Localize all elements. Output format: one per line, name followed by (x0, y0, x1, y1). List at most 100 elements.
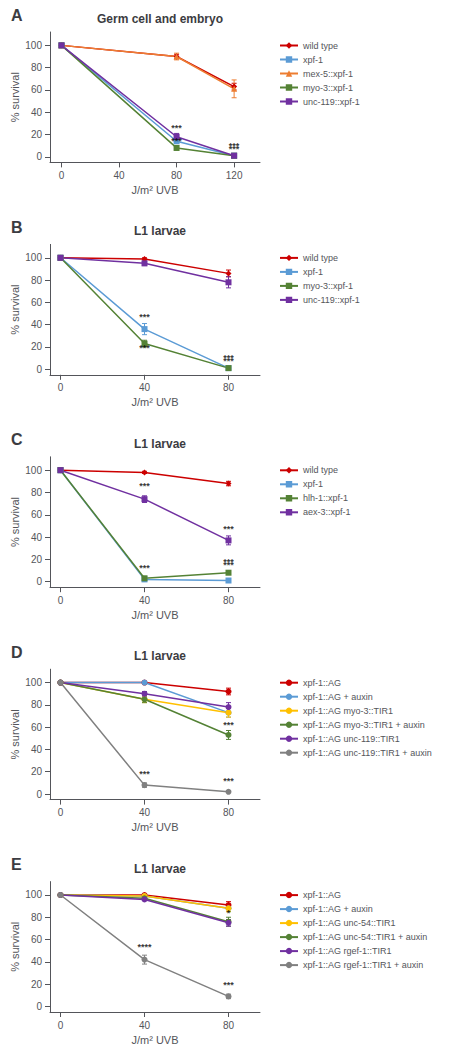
svg-text:0: 0 (58, 595, 64, 606)
svg-text:40: 40 (31, 319, 43, 330)
svg-text:***: *** (139, 769, 150, 779)
svg-text:80: 80 (31, 699, 43, 710)
svg-text:80: 80 (31, 912, 43, 923)
svg-text:xpf-1::AG rgef-1::TIR1 + auxin: xpf-1::AG rgef-1::TIR1 + auxin (303, 960, 423, 970)
svg-text:0: 0 (58, 807, 64, 818)
svg-text:J/m² UVB: J/m² UVB (131, 609, 178, 621)
svg-text:80: 80 (223, 595, 235, 606)
svg-text:Germ cell and embryo: Germ cell and embryo (97, 12, 223, 26)
svg-text:20: 20 (31, 554, 43, 565)
svg-text:100: 100 (25, 889, 42, 900)
svg-text:C: C (11, 431, 23, 448)
svg-text:40: 40 (139, 382, 151, 393)
svg-text:40: 40 (113, 170, 125, 181)
svg-text:xpf-1::AG myo-3::TIR1: xpf-1::AG myo-3::TIR1 (303, 706, 393, 716)
svg-text:J/m² UVB: J/m² UVB (131, 1034, 178, 1046)
svg-text:***: *** (223, 980, 234, 990)
svg-text:60: 60 (31, 509, 43, 520)
svg-text:40: 40 (31, 107, 43, 118)
svg-text:***: *** (223, 356, 234, 366)
svg-text:***: *** (223, 720, 234, 730)
svg-text:***: *** (229, 144, 240, 154)
svg-text:xpf-1::AG rgef-1::TIR1: xpf-1::AG rgef-1::TIR1 (303, 946, 392, 956)
svg-text:80: 80 (223, 382, 235, 393)
svg-text:unc-119::xpf-1: unc-119::xpf-1 (303, 295, 360, 305)
svg-text:***: *** (223, 776, 234, 786)
svg-text:J/m² UVB: J/m² UVB (131, 821, 178, 833)
svg-text:wild type: wild type (302, 41, 338, 51)
svg-text:myo-3::xpf-1: myo-3::xpf-1 (303, 281, 353, 291)
svg-text:120: 120 (226, 170, 243, 181)
svg-text:40: 40 (31, 744, 43, 755)
svg-text:0: 0 (58, 382, 64, 393)
svg-text:L1 larvae: L1 larvae (134, 224, 186, 238)
svg-text:B: B (11, 219, 23, 236)
svg-text:D: D (11, 644, 23, 661)
svg-text:aex-3::xpf-1: aex-3::xpf-1 (303, 507, 351, 517)
svg-text:unc-119::xpf-1: unc-119::xpf-1 (303, 97, 360, 107)
svg-text:% survival: % survival (9, 922, 21, 972)
svg-text:xpf-1::AG unc-119::TIR1 + auxi: xpf-1::AG unc-119::TIR1 + auxin (303, 748, 432, 758)
svg-text:% survival: % survival (9, 72, 21, 122)
svg-text:0: 0 (58, 1020, 64, 1031)
svg-text:80: 80 (223, 1020, 235, 1031)
svg-text:80: 80 (223, 807, 235, 818)
svg-text:xpf-1::AG myo-3::TIR1 + auxin: xpf-1::AG myo-3::TIR1 + auxin (303, 720, 425, 730)
svg-text:xpf-1::AG + auxin: xpf-1::AG + auxin (303, 692, 373, 702)
svg-text:100: 100 (25, 252, 42, 263)
svg-text:myo-3::xpf-1: myo-3::xpf-1 (303, 83, 353, 93)
svg-text:% survival: % survival (9, 285, 21, 335)
svg-text:wild type: wild type (302, 253, 338, 263)
svg-text:0: 0 (36, 151, 42, 162)
svg-text:40: 40 (139, 1020, 151, 1031)
svg-text:***: *** (171, 123, 182, 133)
svg-text:***: *** (223, 560, 234, 570)
svg-text:0: 0 (36, 1001, 42, 1012)
svg-text:xpf-1::AG unc-54::TIR1 + auxin: xpf-1::AG unc-54::TIR1 + auxin (303, 932, 427, 942)
svg-text:20: 20 (31, 129, 43, 140)
svg-text:100: 100 (25, 465, 42, 476)
svg-text:60: 60 (31, 84, 43, 95)
svg-text:****: **** (137, 942, 152, 952)
svg-text:J/m² UVB: J/m² UVB (131, 184, 178, 196)
svg-text:80: 80 (171, 170, 183, 181)
svg-text:xpf-1::AG unc-119::TIR1: xpf-1::AG unc-119::TIR1 (303, 734, 400, 744)
svg-text:20: 20 (31, 979, 43, 990)
svg-text:20: 20 (31, 341, 43, 352)
svg-text:80: 80 (31, 62, 43, 73)
svg-text:% survival: % survival (9, 497, 21, 547)
svg-text:L1 larvae: L1 larvae (134, 437, 186, 451)
svg-text:60: 60 (31, 297, 43, 308)
svg-text:80: 80 (31, 487, 43, 498)
svg-text:xpf-1::AG: xpf-1::AG (303, 890, 341, 900)
svg-text:mex-5::xpf-1: mex-5::xpf-1 (303, 69, 353, 79)
svg-text:J/m² UVB: J/m² UVB (131, 396, 178, 408)
svg-text:60: 60 (31, 722, 43, 733)
svg-text:*: * (227, 908, 231, 918)
svg-text:***: *** (139, 481, 150, 491)
svg-text:***: *** (223, 524, 234, 534)
svg-text:40: 40 (139, 807, 151, 818)
svg-text:xpf-1: xpf-1 (303, 267, 323, 277)
svg-text:***: *** (171, 136, 182, 146)
svg-text:40: 40 (139, 595, 151, 606)
svg-text:L1 larvae: L1 larvae (134, 862, 186, 876)
svg-text:100: 100 (25, 40, 42, 51)
svg-text:A: A (11, 7, 23, 24)
svg-text:xpf-1::AG unc-54::TIR1: xpf-1::AG unc-54::TIR1 (303, 918, 396, 928)
svg-text:xpf-1: xpf-1 (303, 55, 323, 65)
svg-text:80: 80 (31, 275, 43, 286)
svg-text:***: *** (139, 312, 150, 322)
svg-text:0: 0 (36, 789, 42, 800)
svg-text:20: 20 (31, 766, 43, 777)
svg-text:xpf-1::AG: xpf-1::AG (303, 678, 341, 688)
svg-text:wild type: wild type (302, 465, 338, 475)
svg-text:0: 0 (36, 576, 42, 587)
svg-text:% survival: % survival (9, 709, 21, 759)
svg-text:hlh-1::xpf-1: hlh-1::xpf-1 (303, 493, 348, 503)
svg-text:0: 0 (36, 364, 42, 375)
svg-text:L1 larvae: L1 larvae (134, 649, 186, 663)
svg-text:40: 40 (31, 532, 43, 543)
svg-text:0: 0 (59, 170, 65, 181)
svg-text:***: *** (139, 343, 150, 353)
